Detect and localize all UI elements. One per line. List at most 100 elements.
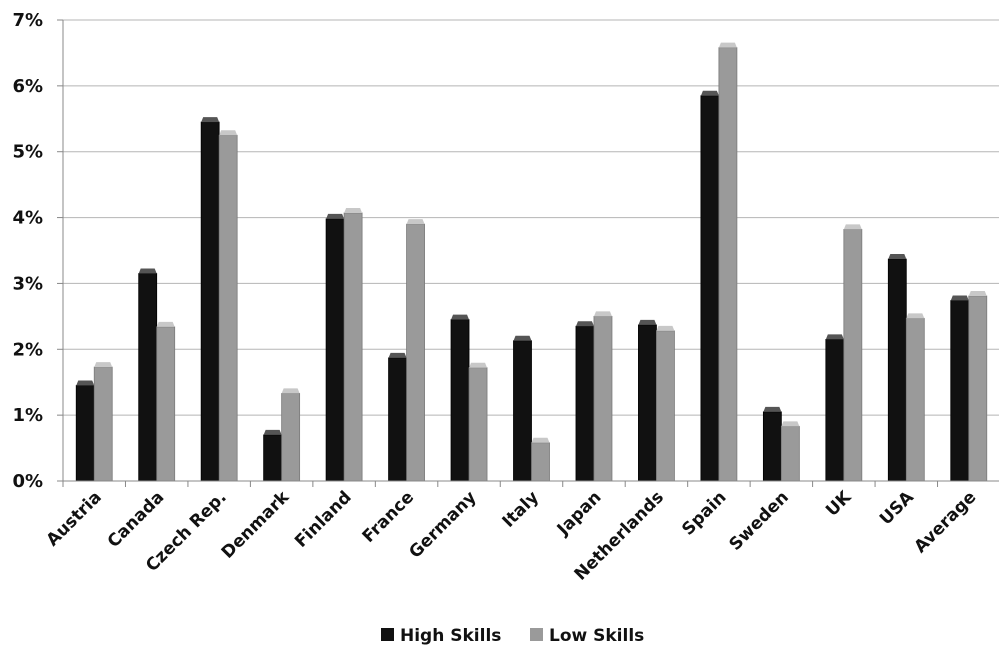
bar-high-skills [763,407,781,481]
bar-body [656,331,674,481]
bar-low-skills [407,219,425,481]
x-category-label: Austria [43,487,106,550]
bars [76,43,987,481]
bar-low-skills [219,130,237,481]
bar-low-skills [532,438,550,481]
bar-high-skills [638,320,656,481]
x-category-label: Germany [405,487,480,562]
bar-top [844,224,862,229]
y-tick-label: 7% [12,10,43,31]
bar-low-skills [844,224,862,481]
bar-top [264,430,282,435]
bar-body [139,274,157,481]
bar-top [906,313,924,318]
x-category-label: Sweden [726,487,793,554]
bar-body [594,316,612,481]
x-category-label: Denmark [218,487,294,563]
bar-top [656,326,674,331]
bar-body [326,219,344,481]
bar-low-skills [906,313,924,481]
bar-body [701,96,719,481]
x-category-label: Italy [499,487,543,531]
bar-body [906,318,924,481]
bar-body [576,326,594,481]
legend-label-low-skills: Low Skills [549,626,644,646]
bar-high-skills [264,430,282,481]
bar-low-skills [781,421,799,481]
bar-low-skills [94,362,112,481]
bar-high-skills [826,334,844,481]
bar-top [219,130,237,135]
bar-body [844,229,862,481]
bar-body [76,386,94,481]
legend-swatch-low-skills [530,628,543,641]
bar-high-skills [951,296,969,481]
bar-high-skills [888,254,906,481]
bar-top [638,320,656,325]
bar-body [781,426,799,481]
x-category-label: Japan [553,487,606,540]
bar-body [157,327,175,481]
bar-low-skills [469,363,487,481]
bar-top [951,296,969,301]
bar-body [719,48,737,481]
bar-top [763,407,781,412]
bar-low-skills [344,208,362,481]
bar-top [469,363,487,368]
bar-top [139,269,157,274]
bar-high-skills [701,91,719,481]
x-category-label: Canada [104,487,168,551]
bar-high-skills [576,321,594,481]
bar-body [94,367,112,481]
bar-body [282,393,300,481]
legend-label-high-skills: High Skills [400,626,501,646]
bar-body [389,358,407,481]
x-category-label: Average [910,487,980,557]
bar-body [201,122,219,481]
legend-swatch-high-skills [381,628,394,641]
bar-high-skills [201,117,219,481]
bar-top [514,336,532,341]
bar-body [344,213,362,481]
bar-low-skills [282,388,300,481]
bar-top [888,254,906,259]
bar-high-skills [326,214,344,481]
bar-low-skills [656,326,674,481]
bar-top [344,208,362,213]
bar-body [969,296,987,481]
y-tick-label: 5% [12,142,43,163]
bar-low-skills [157,322,175,481]
bar-body [888,259,906,481]
bar-top [451,315,469,320]
bar-top [157,322,175,327]
bar-top [781,421,799,426]
legend: High Skills Low Skills [381,626,644,646]
bar-low-skills [969,291,987,481]
bar-high-skills [389,353,407,481]
bar-body [407,224,425,481]
bar-body [264,435,282,481]
bar-top [532,438,550,443]
bar-top [201,117,219,122]
bar-top [594,311,612,316]
bar-top [94,362,112,367]
bar-body [763,412,781,481]
bar-top [701,91,719,96]
bar-high-skills [514,336,532,481]
bar-high-skills [451,315,469,481]
y-tick-label: 0% [12,471,43,492]
x-category-label: France [359,487,418,546]
y-tick-label: 6% [12,76,43,97]
x-category-label: Spain [678,487,730,539]
bar-top [407,219,425,224]
bar-high-skills [139,269,157,481]
bar-body [951,301,969,481]
bar-top [282,388,300,393]
y-tick-label: 3% [12,273,43,294]
x-category-label: USA [876,487,918,529]
bar-body [219,135,237,481]
bar-top [826,334,844,339]
x-category-label: Finland [291,487,355,551]
